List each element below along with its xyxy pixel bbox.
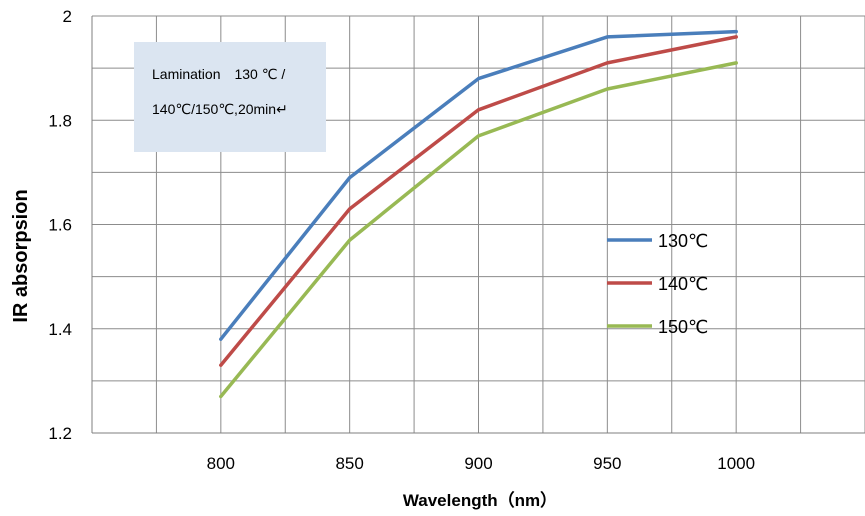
legend-label: 130℃ [658,231,708,251]
legend-label: 140℃ [658,274,708,294]
y-tick-labels: 1.2 1.4 1.6 1.8 2 [48,7,72,443]
legend-label: 150℃ [658,317,708,337]
annotation-line-2: 140℃/150℃,20min↵ [152,101,288,117]
annotation-line-1: Lamination 130 ℃ / [152,66,285,82]
axes [91,16,865,434]
x-tick-label: 1000 [717,454,755,473]
series-line [219,61,738,399]
grid-lines [92,15,865,433]
annotation-box: Lamination 130 ℃ / 140℃/150℃,20min↵ [134,42,326,152]
y-tick-label: 1.8 [48,111,72,130]
y-tick-label: 2 [63,7,72,26]
data-series [219,29,738,399]
series-line [219,29,738,341]
series-line [219,35,738,367]
x-tick-label: 850 [335,454,363,473]
x-tick-labels: 800 850 900 950 1000 [207,454,755,473]
x-tick-label: 900 [464,454,492,473]
y-tick-label: 1.6 [48,216,72,235]
x-axis-title: Wavelength（nm） [403,490,557,510]
x-tick-label: 950 [593,454,621,473]
y-tick-label: 1.2 [48,424,72,443]
annotation-background [134,42,326,152]
x-tick-label: 800 [207,454,235,473]
y-axis-title: IR absorpsion [10,189,32,322]
y-tick-label: 1.4 [48,320,72,339]
legend: 130℃ 140℃ 150℃ [607,231,708,337]
